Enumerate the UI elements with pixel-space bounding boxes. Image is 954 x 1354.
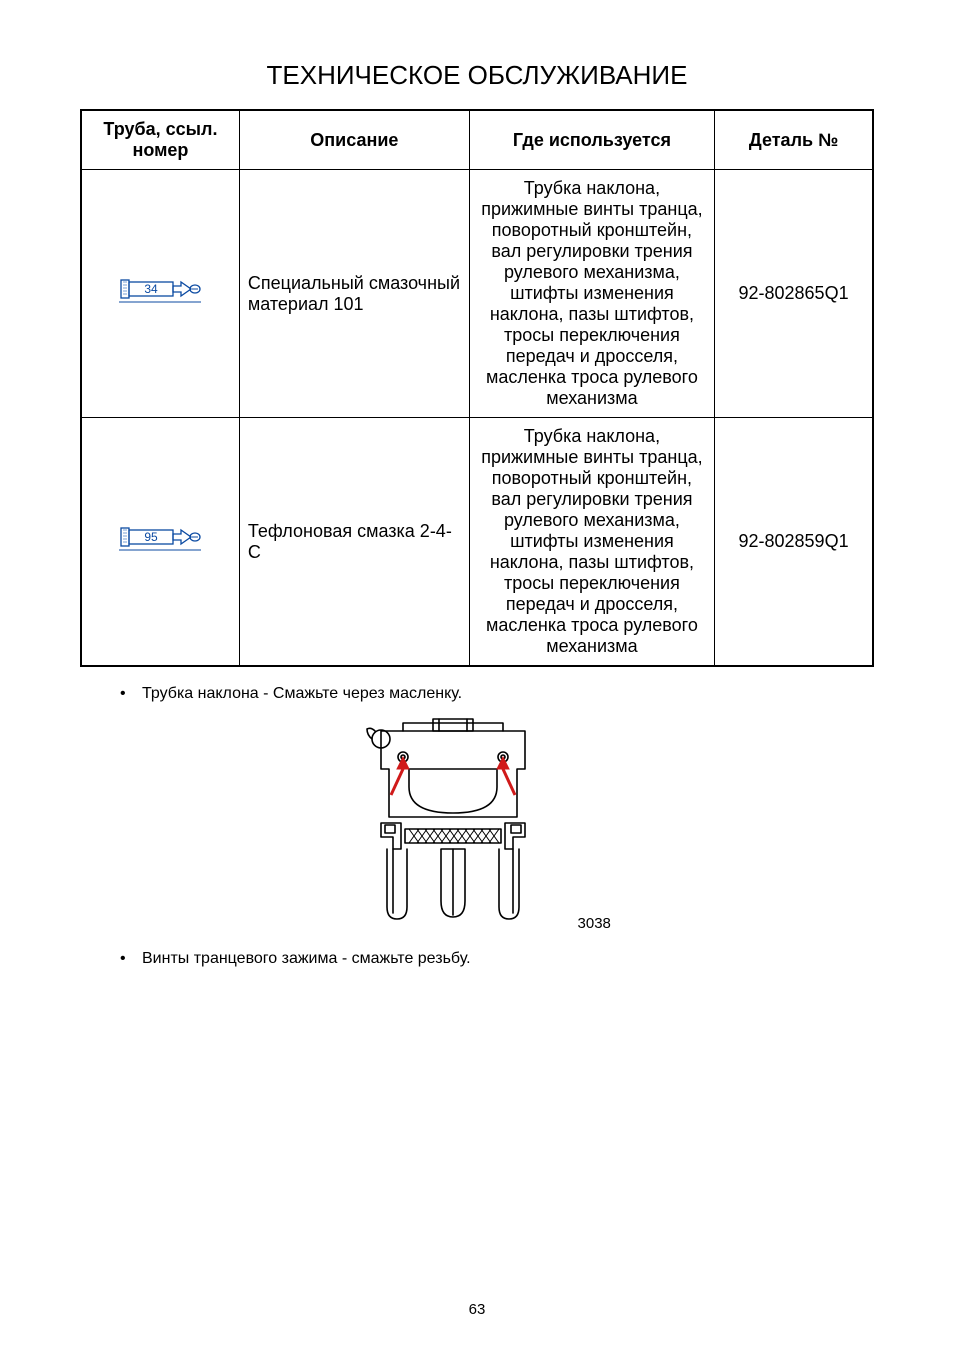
note-item: Винты транцевого зажима - смажьте резьбу… [120,950,874,968]
part-cell: 92-802859Q1 [715,418,873,667]
table-row: 34 Специальный смазочный материал 101 Тр… [81,170,873,418]
figure-code: 3038 [578,915,611,932]
desc-cell: Специальный смазочный материал 101 [239,170,469,418]
page-title: ТЕХНИЧЕСКОЕ ОБСЛУЖИВАНИЕ [80,60,874,91]
where-cell: Трубка наклона, прижимные винты транца, … [469,418,714,667]
tube-icon: 34 [115,276,205,311]
ref-number-text: 95 [145,530,159,544]
note-item: Трубка наклона - Смажьте через масленку. [120,685,874,703]
part-cell: 92-802865Q1 [715,170,873,418]
desc-cell: Тефлоновая смазка 2-4-C [239,418,469,667]
notes-list-2: Винты транцевого зажима - смажьте резьбу… [120,950,874,968]
figure-3038: 3038 [80,717,874,932]
notes-list: Трубка наклона - Смажьте через масленку. [120,685,874,703]
table-row: 95 Тефлоновая смазка 2-4-C Трубка наклон… [81,418,873,667]
tube-icon: 95 [115,524,205,559]
col-header-desc: Описание [239,110,469,170]
page-number: 63 [0,1301,954,1318]
table-header-row: Труба, ссыл. номер Описание Где использу… [81,110,873,170]
col-header-part: Деталь № [715,110,873,170]
col-header-where: Где используется [469,110,714,170]
where-cell: Трубка наклона, прижимные винты транца, … [469,170,714,418]
ref-cell: 95 [81,418,239,667]
ref-cell: 34 [81,170,239,418]
lubricants-table: Труба, ссыл. номер Описание Где использу… [80,109,874,667]
col-header-ref: Труба, ссыл. номер [81,110,239,170]
ref-number-text: 34 [145,282,159,296]
